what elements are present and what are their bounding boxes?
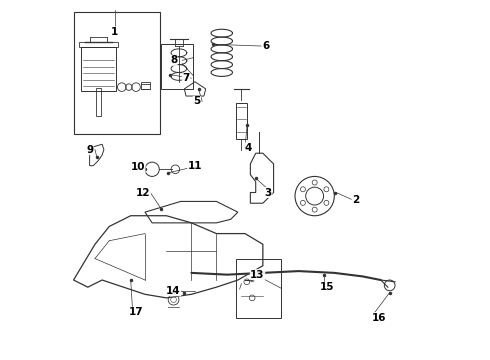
- Text: 3: 3: [265, 188, 272, 198]
- Text: 2: 2: [352, 195, 359, 204]
- Bar: [161, 44, 193, 89]
- Text: 6: 6: [263, 41, 270, 51]
- Text: 9: 9: [86, 145, 93, 155]
- Text: 12: 12: [136, 188, 150, 198]
- Text: 4: 4: [245, 143, 252, 153]
- Text: 1: 1: [111, 27, 118, 37]
- Text: 15: 15: [320, 282, 334, 292]
- Text: 14: 14: [166, 286, 181, 296]
- Bar: [74, 12, 160, 134]
- Bar: [236, 258, 281, 318]
- Bar: [236, 103, 247, 139]
- Text: 10: 10: [130, 162, 145, 172]
- Text: 13: 13: [250, 270, 265, 280]
- Text: 7: 7: [182, 73, 190, 83]
- Text: 16: 16: [372, 312, 386, 323]
- Bar: [79, 42, 118, 47]
- Text: 11: 11: [188, 161, 202, 171]
- Bar: [142, 82, 150, 89]
- Text: 8: 8: [170, 55, 177, 65]
- Text: 17: 17: [129, 307, 144, 317]
- Text: 5: 5: [193, 96, 200, 107]
